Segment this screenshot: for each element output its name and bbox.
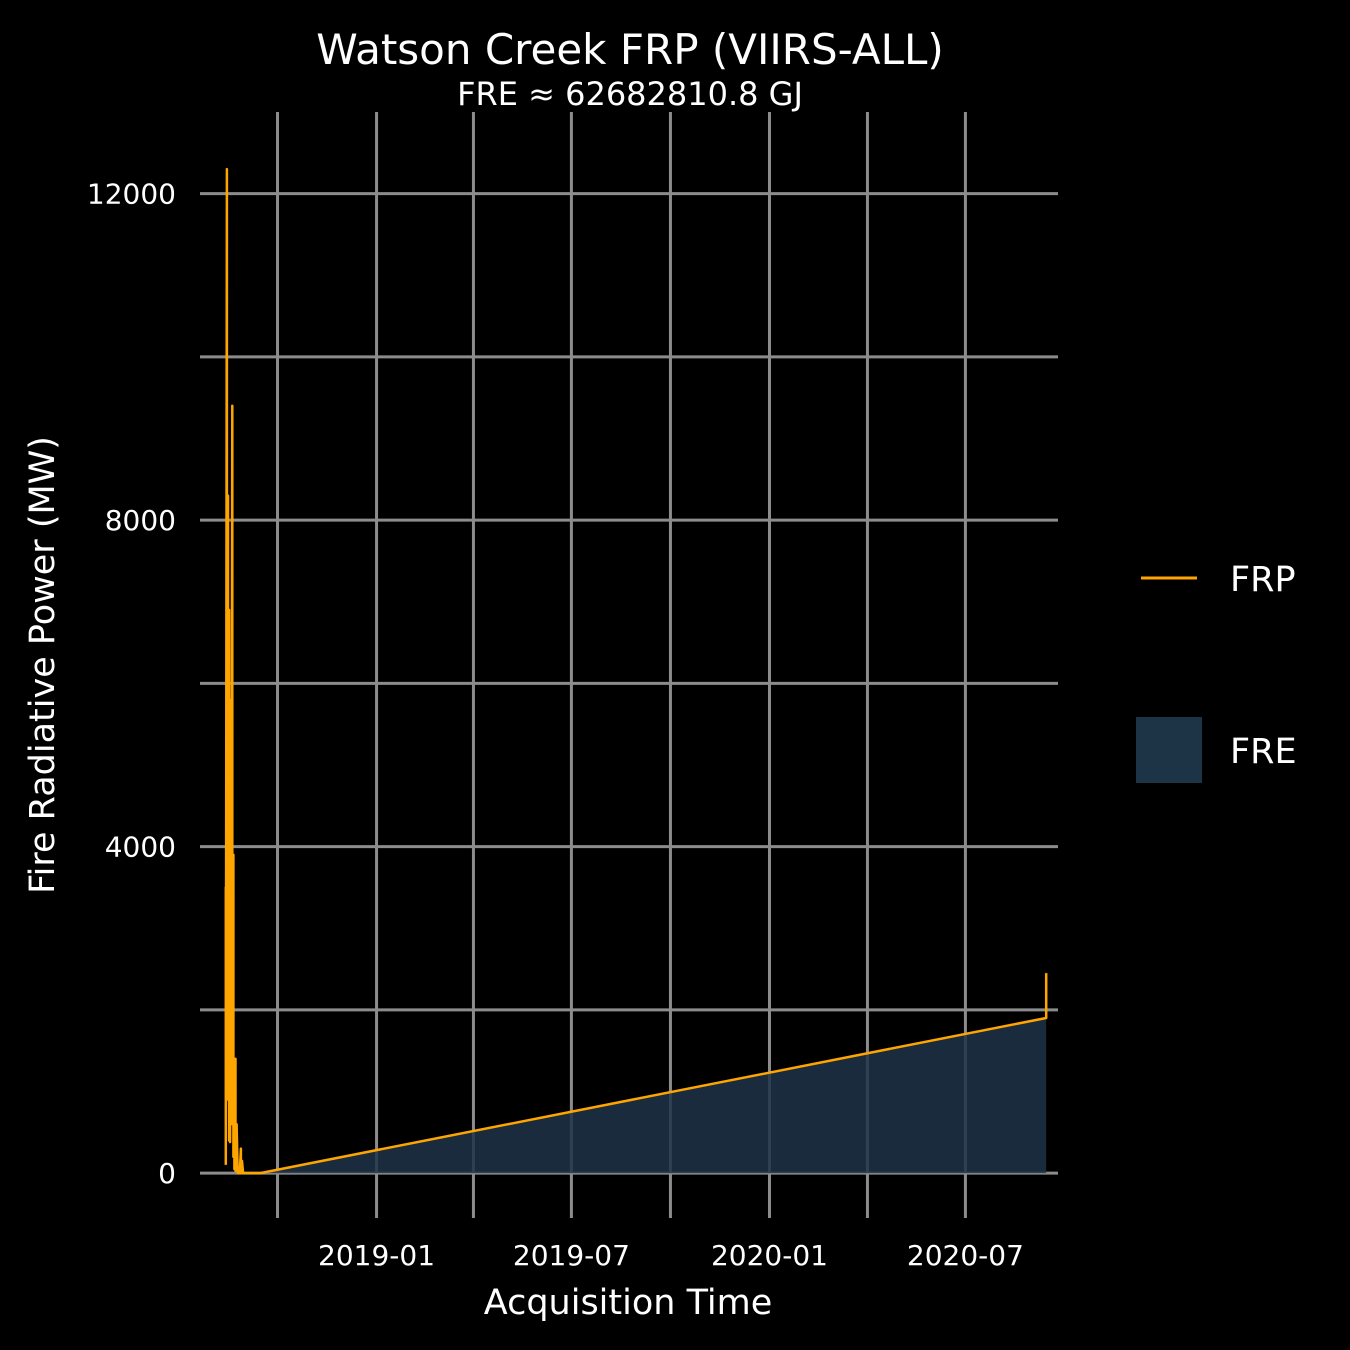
x-tick-label-0: 2019-01 [318,1239,435,1272]
frp-line-layer [224,167,1048,1175]
y-tick-label-1: 4000 [105,831,176,864]
fre-area [260,1018,1047,1174]
legend: FRP FRE [1136,560,1297,783]
y-tick-label-3: 12000 [87,178,176,211]
x-tick-label-3: 2020-07 [907,1239,1024,1272]
y-axis-title: Fire Radiative Power (MW) [23,436,63,894]
chart-subtitle: FRE ≈ 62682810.8 GJ [457,75,803,113]
y-tick-label-2: 8000 [105,504,176,537]
x-tick-label-2: 2020-01 [711,1239,828,1272]
x-tick-label-1: 2019-07 [513,1239,630,1272]
chart-title: Watson Creek FRP (VIIRS-ALL) [316,25,944,74]
y-axis-ticks: 0 4000 8000 12000 [87,178,176,1190]
x-axis-ticks: 2019-01 2019-07 2020-01 2020-07 [318,1239,1024,1272]
grid-lines [200,112,1058,1218]
legend-frp-label: FRP [1230,560,1296,600]
legend-fre-label: FRE [1230,732,1297,772]
fre-area-layer [260,1018,1047,1174]
y-tick-label-0: 0 [158,1157,176,1190]
legend-fre-key [1136,717,1202,783]
x-axis-title: Acquisition Time [484,1283,772,1323]
frp-line [224,167,1048,1175]
